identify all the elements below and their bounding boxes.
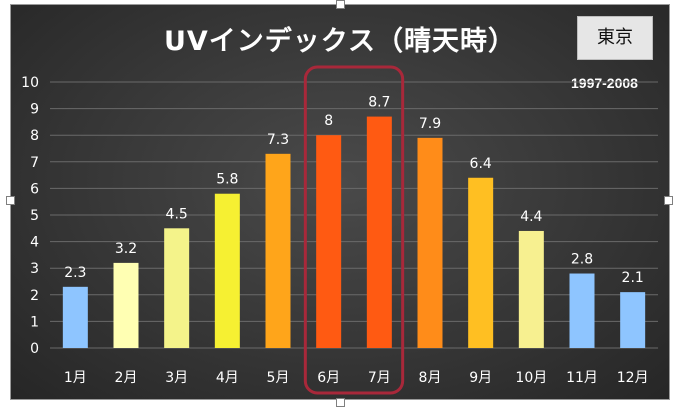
chart-title: UVインデックス（晴天時） (163, 26, 516, 57)
x-tick-label: 7月 (368, 370, 391, 386)
y-tick-label: 4 (30, 235, 39, 251)
data-label: 6.4 (470, 156, 492, 172)
x-tick-label: 4月 (216, 370, 239, 386)
bar (366, 116, 392, 348)
x-tick-label: 8月 (419, 370, 442, 386)
y-tick-label: 8 (30, 128, 39, 144)
data-label: 4.4 (520, 209, 542, 225)
y-tick-label: 9 (30, 102, 39, 118)
y-tick-label: 3 (30, 261, 39, 277)
resize-handle-left[interactable] (6, 196, 15, 205)
bar (569, 273, 595, 348)
bar (62, 286, 88, 348)
data-label: 4.5 (166, 206, 188, 222)
bar (518, 230, 544, 348)
y-tick-label: 2 (30, 288, 39, 304)
data-label: 2.1 (622, 270, 644, 286)
x-tick-label: 5月 (267, 370, 290, 386)
bar (113, 262, 139, 348)
y-tick-label: 5 (30, 208, 39, 224)
data-label: 8 (324, 113, 333, 129)
period-label: 1997-2008 (571, 75, 638, 91)
y-tick-label: 7 (30, 155, 39, 171)
x-tick-label: 6月 (317, 370, 340, 386)
x-tick-label: 3月 (165, 370, 188, 386)
bar (316, 135, 342, 348)
data-label: 2.3 (64, 265, 86, 281)
data-label: 8.7 (368, 95, 390, 111)
y-tick-label: 6 (30, 181, 39, 197)
resize-handle-top[interactable] (336, 0, 345, 9)
data-label: 3.2 (115, 241, 137, 257)
resize-handle-right[interactable] (664, 196, 673, 205)
x-tick-label: 10月 (515, 370, 547, 386)
data-label: 7.9 (419, 116, 441, 132)
y-tick-label: 10 (21, 75, 39, 91)
x-tick-label: 11月 (566, 370, 598, 386)
city-badge[interactable]: 東京 (577, 16, 653, 60)
bar (417, 137, 443, 348)
x-tick-label: 9月 (469, 370, 492, 386)
bar (265, 153, 291, 348)
x-tick-label: 1月 (64, 370, 87, 386)
bar (468, 177, 494, 348)
y-tick-label: 1 (30, 314, 39, 330)
highlight-box (303, 65, 405, 395)
bar (164, 228, 190, 348)
x-tick-label: 12月 (617, 370, 649, 386)
bar (620, 292, 646, 348)
y-tick-label: 0 (30, 341, 39, 357)
data-label: 7.3 (267, 132, 289, 148)
data-label: 2.8 (571, 252, 593, 268)
x-tick-label: 2月 (115, 370, 138, 386)
bar (214, 193, 240, 348)
data-label: 5.8 (216, 172, 238, 188)
